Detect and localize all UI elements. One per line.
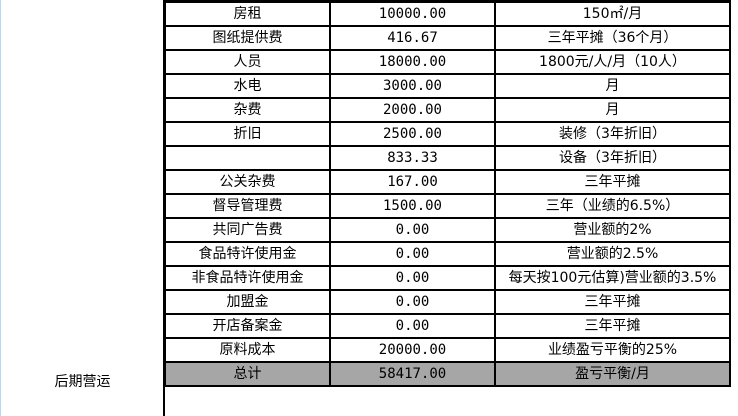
item-cell[interactable]: 图纸提供费 bbox=[164, 25, 331, 51]
amount-cell[interactable]: 18000.00 bbox=[329, 49, 496, 75]
amount-cell[interactable]: 2000.00 bbox=[329, 97, 496, 123]
note-cell[interactable]: 三年平摊（36个月） bbox=[494, 25, 731, 51]
table-row: 水电 3000.00 月 bbox=[164, 73, 731, 99]
table-row: 杂费 2000.00 月 bbox=[164, 97, 731, 123]
section-label: 后期营运 bbox=[54, 374, 111, 390]
amount-cell[interactable]: 1500.00 bbox=[329, 193, 496, 219]
item-cell[interactable]: 杂费 bbox=[164, 97, 331, 123]
table-row: 原料成本 20000.00 业绩盈亏平衡的25% bbox=[164, 337, 731, 363]
note-cell[interactable]: 三年（业绩的6.5%） bbox=[494, 193, 731, 219]
note-cell[interactable]: 盈亏平衡/月 bbox=[494, 361, 731, 387]
item-cell[interactable]: 总计 bbox=[164, 361, 331, 387]
amount-cell[interactable]: 0.00 bbox=[329, 241, 496, 267]
note-cell[interactable]: 月 bbox=[494, 97, 731, 123]
item-cell[interactable]: 人员 bbox=[164, 49, 331, 75]
amount-cell[interactable]: 0.00 bbox=[329, 265, 496, 291]
table-row: 非食品特许使用金 0.00 每天按100元估算)营业额的3.5% bbox=[164, 265, 731, 291]
item-cell[interactable]: 非食品特许使用金 bbox=[164, 265, 331, 291]
note-cell[interactable]: 营业额的2.5% bbox=[494, 241, 731, 267]
amount-cell[interactable]: 0.00 bbox=[329, 313, 496, 339]
table-row: 房租 10000.00 150㎡/月 bbox=[164, 0, 731, 27]
table-row: 加盟金 0.00 三年平摊 bbox=[164, 289, 731, 315]
table-row: 开店备案金 0.00 三年平摊 bbox=[164, 313, 731, 339]
section-cell[interactable]: 后期营运 bbox=[0, 0, 165, 416]
item-cell[interactable]: 督导管理费 bbox=[164, 193, 331, 219]
amount-cell[interactable]: 58417.00 bbox=[329, 361, 496, 387]
table-row: 图纸提供费 416.67 三年平摊（36个月） bbox=[164, 25, 731, 51]
table-row: 督导管理费 1500.00 三年（业绩的6.5%） bbox=[164, 193, 731, 219]
note-cell[interactable]: 每天按100元估算)营业额的3.5% bbox=[494, 265, 731, 291]
note-cell[interactable]: 装修（3年折旧） bbox=[494, 121, 731, 147]
table-row: 833.33 设备（3年折旧） bbox=[164, 145, 731, 171]
note-cell[interactable]: 营业额的2% bbox=[494, 217, 731, 243]
note-cell[interactable]: 三年平摊 bbox=[494, 289, 731, 315]
note-cell[interactable]: 三年平摊 bbox=[494, 313, 731, 339]
gridline bbox=[0, 0, 5, 416]
amount-cell[interactable]: 2500.00 bbox=[329, 121, 496, 147]
item-cell[interactable]: 加盟金 bbox=[164, 289, 331, 315]
amount-cell[interactable]: 167.00 bbox=[329, 169, 496, 195]
item-cell[interactable]: 共同广告费 bbox=[164, 217, 331, 243]
amount-cell[interactable]: 833.33 bbox=[329, 145, 496, 171]
note-cell[interactable]: 业绩盈亏平衡的25% bbox=[494, 337, 731, 363]
total-row: 总计 58417.00 盈亏平衡/月 bbox=[164, 361, 731, 387]
table-row: 食品特许使用金 0.00 营业额的2.5% bbox=[164, 241, 731, 267]
item-cell[interactable]: 水电 bbox=[164, 73, 331, 99]
item-cell[interactable]: 公关杂费 bbox=[164, 169, 331, 195]
item-cell[interactable]: 折旧 bbox=[164, 121, 331, 147]
note-cell[interactable]: 设备（3年折旧） bbox=[494, 145, 731, 171]
amount-cell[interactable]: 0.00 bbox=[329, 217, 496, 243]
table-row: 折旧 2500.00 装修（3年折旧） bbox=[164, 121, 731, 147]
table-row: 公关杂费 167.00 三年平摊 bbox=[164, 169, 731, 195]
item-cell[interactable]: 房租 bbox=[164, 0, 331, 27]
amount-cell[interactable]: 3000.00 bbox=[329, 73, 496, 99]
item-cell[interactable]: 开店备案金 bbox=[164, 313, 331, 339]
item-cell[interactable]: 食品特许使用金 bbox=[164, 241, 331, 267]
note-cell[interactable]: 三年平摊 bbox=[494, 169, 731, 195]
item-cell[interactable]: 原料成本 bbox=[164, 337, 331, 363]
item-cell[interactable] bbox=[164, 145, 331, 171]
cost-table: 房租 10000.00 150㎡/月 图纸提供费 416.67 三年平摊（36个月） 人员 1… bbox=[164, 0, 731, 387]
amount-cell[interactable]: 10000.00 bbox=[329, 0, 496, 27]
note-cell[interactable]: 1800元/人/月（10人） bbox=[494, 49, 731, 75]
note-cell[interactable]: 150㎡/月 bbox=[494, 0, 731, 27]
amount-cell[interactable]: 0.00 bbox=[329, 289, 496, 315]
table-row: 人员 18000.00 1800元/人/月（10人） bbox=[164, 49, 731, 75]
amount-cell[interactable]: 20000.00 bbox=[329, 337, 496, 363]
note-cell[interactable]: 月 bbox=[494, 73, 731, 99]
amount-cell[interactable]: 416.67 bbox=[329, 25, 496, 51]
table-row: 共同广告费 0.00 营业额的2% bbox=[164, 217, 731, 243]
